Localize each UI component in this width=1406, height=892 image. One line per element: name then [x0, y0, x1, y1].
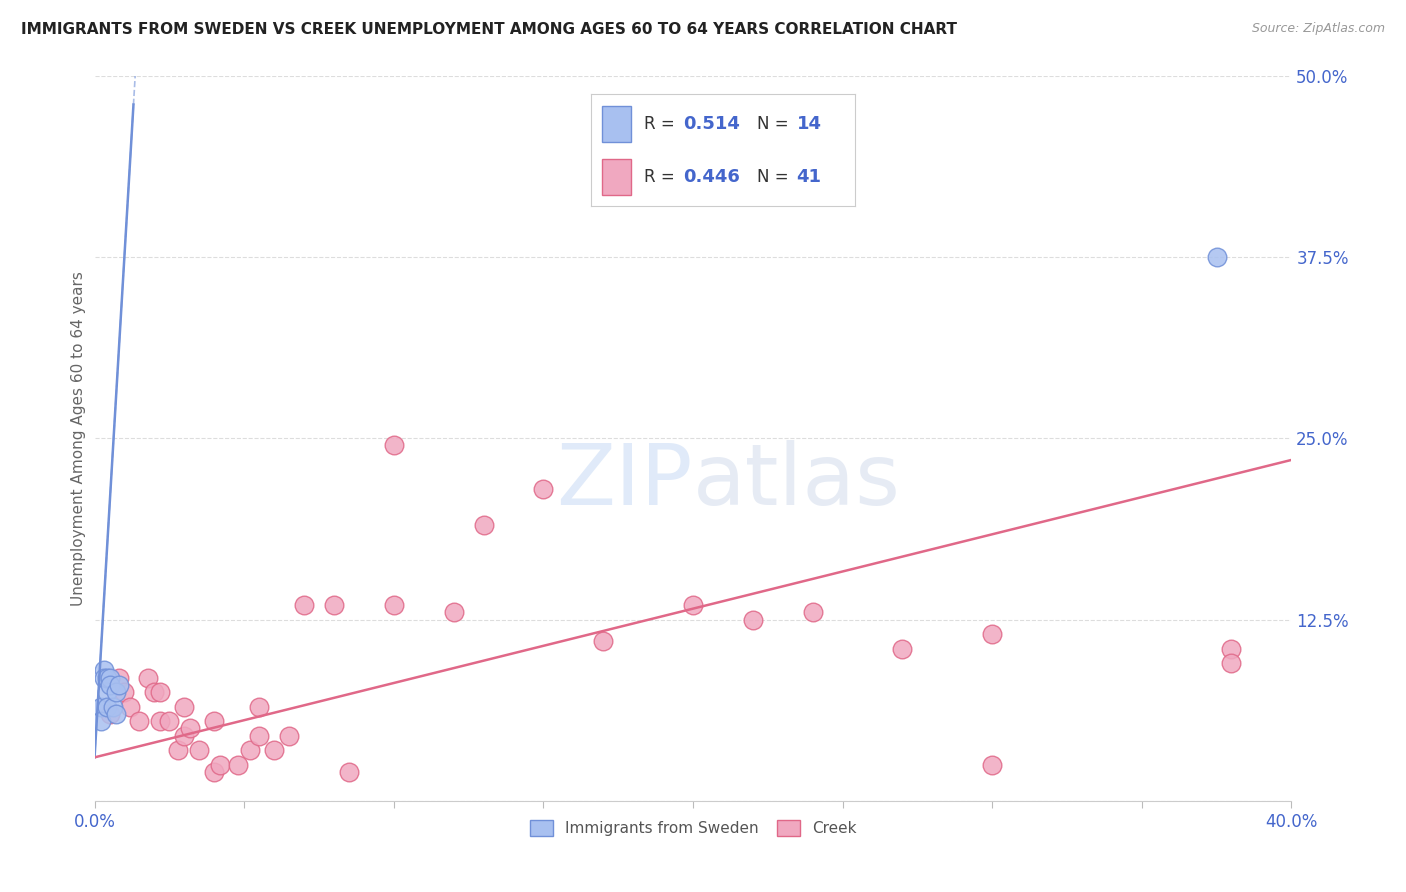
Point	[173, 699, 195, 714]
Point	[1220, 656, 1243, 670]
Point	[382, 438, 405, 452]
Point	[96, 685, 118, 699]
Point	[801, 605, 824, 619]
Y-axis label: Unemployment Among Ages 60 to 64 years: Unemployment Among Ages 60 to 64 years	[72, 271, 86, 606]
Point	[93, 663, 115, 677]
Point	[323, 598, 346, 612]
Text: ZIP: ZIP	[557, 441, 693, 524]
Point	[226, 757, 249, 772]
Point	[202, 714, 225, 728]
Point	[292, 598, 315, 612]
Point	[93, 671, 115, 685]
Point	[173, 729, 195, 743]
Text: IMMIGRANTS FROM SWEDEN VS CREEK UNEMPLOYMENT AMONG AGES 60 TO 64 YEARS CORRELATI: IMMIGRANTS FROM SWEDEN VS CREEK UNEMPLOY…	[21, 22, 957, 37]
Point	[239, 743, 262, 757]
Point	[143, 685, 166, 699]
Point	[101, 699, 124, 714]
Point	[443, 605, 465, 619]
Point	[90, 714, 112, 728]
Text: Source: ZipAtlas.com: Source: ZipAtlas.com	[1251, 22, 1385, 36]
Point	[741, 613, 763, 627]
Point	[120, 699, 142, 714]
Text: atlas: atlas	[693, 441, 901, 524]
Point	[337, 764, 360, 779]
Point	[104, 685, 127, 699]
Point	[263, 743, 285, 757]
Point	[157, 714, 180, 728]
Point	[202, 764, 225, 779]
Point	[114, 685, 136, 699]
Point	[247, 729, 270, 743]
Point	[188, 743, 211, 757]
Point	[1220, 641, 1243, 656]
Point	[107, 678, 129, 692]
Point	[96, 671, 118, 685]
Point	[90, 699, 112, 714]
Point	[138, 671, 160, 685]
Point	[592, 634, 614, 648]
Point	[98, 678, 121, 692]
Point	[167, 743, 190, 757]
Point	[682, 598, 704, 612]
Point	[472, 518, 495, 533]
Point	[104, 706, 127, 721]
Point	[149, 685, 172, 699]
Point	[96, 699, 118, 714]
Point	[98, 706, 121, 721]
Point	[98, 671, 121, 685]
Point	[247, 699, 270, 714]
Point	[278, 729, 301, 743]
Point	[981, 757, 1004, 772]
Point	[382, 598, 405, 612]
Point	[891, 641, 914, 656]
Point	[1205, 250, 1227, 264]
Point	[209, 757, 232, 772]
Point	[128, 714, 150, 728]
Point	[179, 722, 201, 736]
Point	[149, 714, 172, 728]
Point	[981, 627, 1004, 641]
Legend: Immigrants from Sweden, Creek: Immigrants from Sweden, Creek	[522, 813, 863, 844]
Point	[531, 482, 554, 496]
Point	[107, 671, 129, 685]
